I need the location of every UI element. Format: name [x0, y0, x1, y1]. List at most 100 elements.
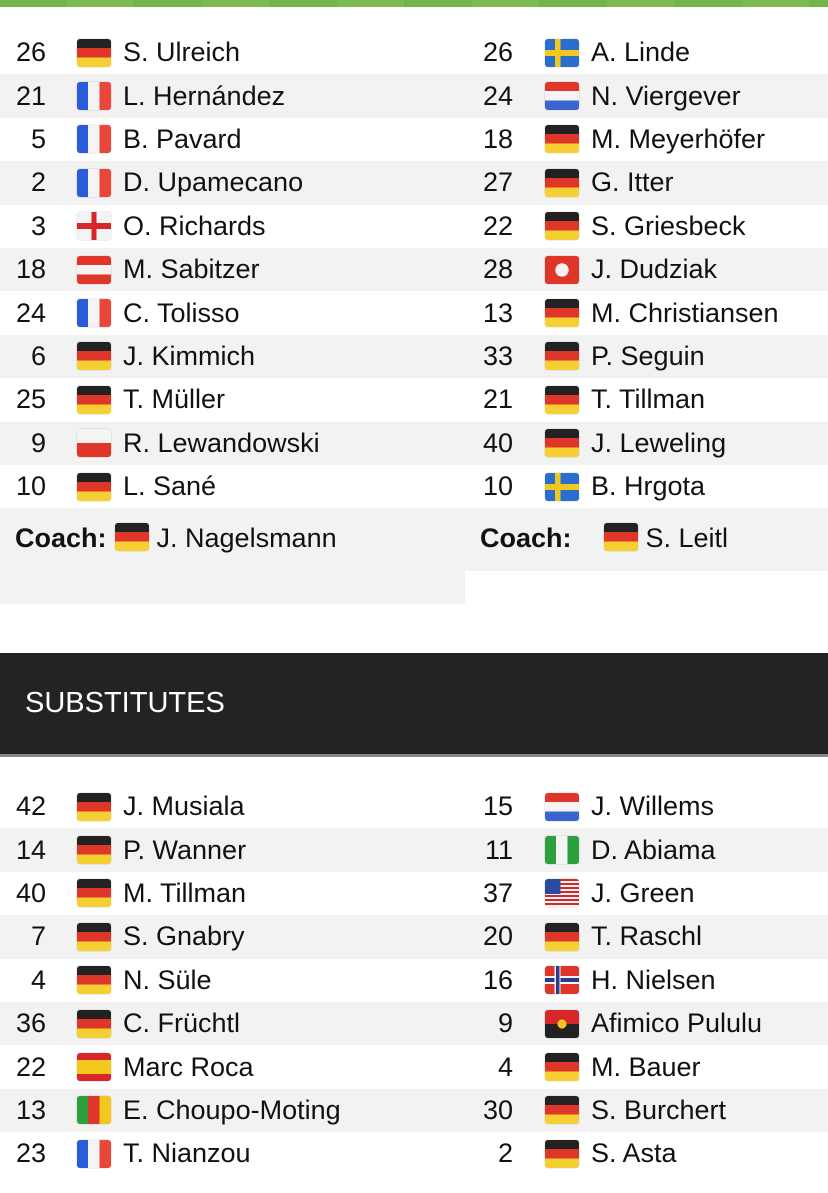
player-name[interactable]: T. Müller [123, 384, 226, 415]
player-row[interactable]: 26 A. Linde [465, 31, 828, 74]
player-row[interactable]: 18 M. Meyerhöfer [465, 118, 828, 161]
player-row[interactable]: 20 T. Raschl [465, 915, 828, 959]
player-row[interactable]: 30 S. Burchert [465, 1088, 828, 1133]
player-name[interactable]: C. Tolisso [123, 297, 240, 328]
player-name[interactable]: D. Upamecano [123, 167, 304, 198]
player-name[interactable]: C. Früchtl [123, 1008, 241, 1039]
player-row[interactable]: 22 Marc Roca [0, 1045, 465, 1088]
player-name[interactable]: P. Wanner [123, 834, 247, 865]
coach: Coach: S. Leitl [465, 508, 828, 572]
coach-name[interactable]: J. Nagelsmann [156, 523, 337, 554]
player-name[interactable]: G. Itter [591, 167, 674, 198]
player-row[interactable]: 11 D. Abiama [465, 828, 828, 872]
player-name[interactable]: M. Sabitzer [123, 254, 260, 285]
player-row[interactable]: 21 L. Hernández [0, 74, 465, 118]
player-name[interactable]: T. Tillman [591, 384, 706, 415]
player-row[interactable]: 28 J. Dudziak [465, 247, 828, 292]
player-name[interactable]: T. Nianzou [123, 1138, 251, 1169]
player-row[interactable]: 42 J. Musiala [0, 785, 465, 828]
player-name[interactable]: L. Hernández [123, 80, 286, 111]
player-row[interactable]: 16 H. Nielsen [465, 959, 828, 1002]
shirt-number: 25 [15, 384, 46, 415]
player-row[interactable]: 36 C. Früchtl [0, 1001, 465, 1046]
player-row[interactable]: 24 C. Tolisso [0, 291, 465, 334]
player-name[interactable]: S. Gnabry [123, 921, 245, 952]
player-row[interactable]: 22 S. Griesbeck [465, 205, 828, 248]
player-row[interactable]: 14 P. Wanner [0, 828, 465, 872]
shirt-number: 23 [15, 1138, 46, 1169]
player-name[interactable]: M. Bauer [591, 1051, 701, 1082]
player-name[interactable]: H. Nielsen [591, 964, 716, 995]
player-name[interactable]: Marc Roca [123, 1051, 254, 1082]
flag-fr-icon [77, 299, 111, 328]
player-row[interactable]: 4 M. Bauer [465, 1045, 828, 1088]
player-name[interactable]: B. Pavard [123, 123, 242, 154]
player-row[interactable]: 40 M. Tillman [0, 872, 465, 915]
player-row[interactable]: 2 D. Upamecano [0, 161, 465, 205]
player-name[interactable]: P. Seguin [591, 340, 705, 371]
player-name[interactable]: J. Green [591, 877, 695, 908]
player-name[interactable]: D. Abiama [591, 834, 716, 865]
player-row[interactable]: 7 S. Gnabry [0, 915, 465, 959]
player-row[interactable]: 5 B. Pavard [0, 118, 465, 161]
flag-de-icon [545, 342, 579, 371]
player-name[interactable]: J. Leweling [591, 427, 727, 458]
player-row[interactable]: 9 R. Lewandowski [0, 421, 465, 465]
shirt-number: 4 [497, 1051, 513, 1082]
player-row[interactable]: 4 N. Süle [0, 959, 465, 1002]
player-name[interactable]: S. Burchert [591, 1094, 727, 1125]
player-row[interactable]: 3 O. Richards [0, 205, 465, 248]
player-row[interactable]: 10 B. Hrgota [465, 465, 828, 508]
player-name[interactable]: S. Ulreich [123, 37, 241, 68]
player-name[interactable]: R. Lewandowski [123, 427, 320, 458]
player-name[interactable]: N. Süle [123, 964, 212, 995]
player-name[interactable]: Afimico Pululu [591, 1008, 763, 1039]
flag-de-icon [77, 836, 111, 865]
player-name[interactable]: J. Kimmich [123, 340, 256, 371]
player-name[interactable]: S. Asta [591, 1138, 677, 1169]
player-name[interactable]: B. Hrgota [591, 471, 706, 502]
player-row[interactable]: 26 S. Ulreich [0, 31, 465, 74]
player-row[interactable]: 33 P. Seguin [465, 334, 828, 379]
player-name[interactable]: M. Tillman [123, 877, 247, 908]
player-name[interactable]: N. Viergever [591, 80, 741, 111]
flag-de-icon [77, 792, 111, 821]
player-name[interactable]: J. Willems [591, 791, 714, 822]
player-row[interactable]: 2 S. Asta [465, 1132, 828, 1175]
player-name[interactable]: J. Dudziak [591, 254, 718, 285]
player-row[interactable]: 13 E. Choupo-Moting [0, 1088, 465, 1133]
player-row[interactable]: 13 M. Christiansen [465, 291, 828, 334]
player-name[interactable]: J. Musiala [123, 791, 245, 822]
player-row[interactable]: 6 J. Kimmich [0, 334, 465, 379]
player-row[interactable]: 23 T. Nianzou [0, 1132, 465, 1175]
player-row[interactable]: 9 Afimico Pululu [465, 1001, 828, 1046]
player-name[interactable]: A. Linde [591, 37, 691, 68]
player-row[interactable]: 21 T. Tillman [465, 378, 828, 421]
player-row[interactable]: 40 J. Leweling [465, 421, 828, 465]
flag-fr-icon [77, 125, 111, 154]
player-row[interactable]: 37 J. Green [465, 872, 828, 915]
shirt-number: 24 [15, 297, 46, 328]
player-row[interactable]: 24 N. Viergever [465, 74, 828, 118]
flag-de-icon [77, 385, 111, 414]
player-name[interactable]: O. Richards [123, 210, 266, 241]
player-name[interactable]: E. Choupo-Moting [123, 1094, 341, 1125]
player-row[interactable]: 27 G. Itter [465, 161, 828, 205]
player-row[interactable]: 10 L. Sané [0, 465, 465, 508]
flag-de-icon [77, 38, 111, 67]
shirt-number: 18 [482, 123, 513, 154]
player-name[interactable]: M. Meyerhöfer [591, 123, 766, 154]
shirt-number: 10 [482, 471, 513, 502]
shirt-number: 5 [30, 123, 46, 154]
player-name[interactable]: T. Raschl [591, 921, 703, 952]
player-row[interactable]: 15 J. Willems [465, 785, 828, 828]
player-name[interactable]: M. Christiansen [591, 297, 779, 328]
coach-name[interactable]: S. Leitl [645, 523, 729, 554]
player-name[interactable]: S. Griesbeck [591, 210, 746, 241]
flag-de-icon [545, 922, 579, 951]
flag-de-icon [545, 385, 579, 414]
coach: Coach: J. Nagelsmann [0, 508, 465, 605]
player-row[interactable]: 25 T. Müller [0, 378, 465, 421]
player-row[interactable]: 18 M. Sabitzer [0, 247, 465, 292]
player-name[interactable]: L. Sané [123, 471, 217, 502]
